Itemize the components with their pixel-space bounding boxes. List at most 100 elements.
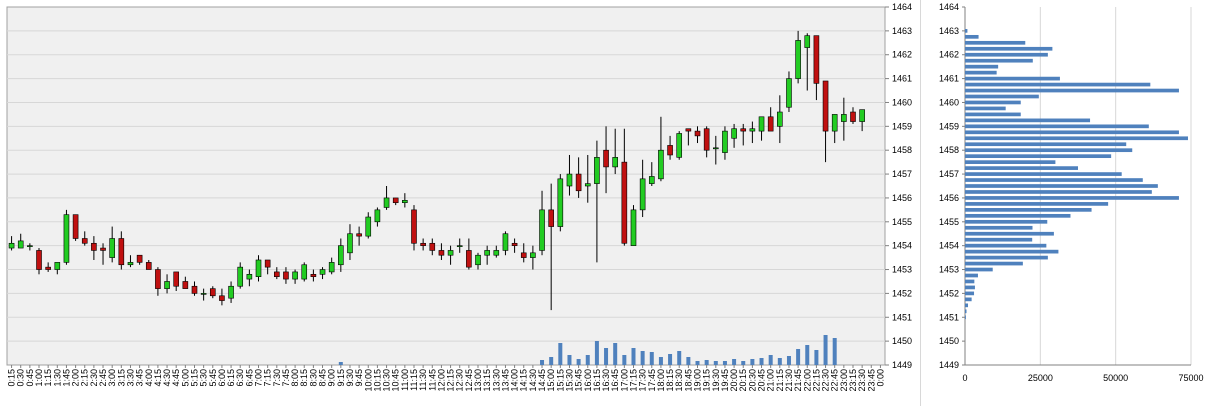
candle-body-up xyxy=(831,114,838,132)
price-tick-label: 1461 xyxy=(892,74,912,84)
volume-tick-label: 75000 xyxy=(1178,373,1203,383)
profile-bar xyxy=(965,184,1158,188)
time-tick-label: 11:45 xyxy=(427,369,437,391)
time-tick-label: 10:00 xyxy=(363,369,373,392)
candle-body-up xyxy=(658,149,664,180)
candle-body-up xyxy=(292,271,298,280)
candle-body-up xyxy=(456,245,463,247)
price-tick-label: 1460 xyxy=(892,97,912,107)
volume-bar xyxy=(613,343,618,365)
time-tick-label: 7:15 xyxy=(263,369,273,387)
candle-body-up xyxy=(557,178,564,227)
candle-body-down xyxy=(767,116,774,132)
volume-bar xyxy=(686,357,691,365)
volume-bar xyxy=(741,361,746,365)
profile-bar xyxy=(965,285,975,290)
time-tick-label: 23:15 xyxy=(848,369,858,392)
candle-body-up xyxy=(502,233,509,251)
profile-bar xyxy=(965,219,1048,224)
time-tick-label: 16:30 xyxy=(601,369,611,392)
volume-bar xyxy=(768,355,773,365)
time-tick-label: 18:00 xyxy=(656,369,666,392)
candle-body-down xyxy=(822,80,829,132)
time-tick-label: 9:45 xyxy=(354,369,364,387)
candle-body-down xyxy=(548,209,554,227)
volume-bar xyxy=(832,338,837,365)
time-tick-label: 22:00 xyxy=(802,369,812,392)
candle-body-up xyxy=(859,109,865,122)
time-tick-label: 14:15 xyxy=(519,369,529,392)
profile-bar xyxy=(965,267,993,272)
profile-bar xyxy=(965,88,1179,93)
time-tick-label: 17:45 xyxy=(647,369,657,392)
candle-body-up xyxy=(63,214,70,263)
candle-body-up xyxy=(246,274,253,280)
time-tick-label: 12:00 xyxy=(436,369,446,392)
time-tick-label: 8:00 xyxy=(290,369,300,387)
candle-body-up xyxy=(237,266,244,287)
candle-body-up xyxy=(612,157,618,168)
volume-bar xyxy=(622,355,627,365)
time-tick-label: 21:15 xyxy=(775,369,785,392)
volume-bar xyxy=(649,352,654,365)
profile-bar xyxy=(965,279,975,284)
profile-price-tick-label: 1462 xyxy=(939,50,959,60)
profile-bar xyxy=(965,202,1109,206)
volume-bar xyxy=(594,341,599,365)
time-tick-label: 5:30 xyxy=(199,369,209,387)
profile-bar xyxy=(965,94,1039,99)
candle-body-down xyxy=(191,285,198,294)
time-tick-label: 23:45 xyxy=(866,369,876,392)
volume-bar xyxy=(713,361,718,365)
time-tick-label: 1:00 xyxy=(34,369,44,387)
candle-body-down xyxy=(45,266,51,270)
volume-bar xyxy=(759,358,764,365)
candle-body-down xyxy=(813,35,820,84)
time-tick-label: 13:30 xyxy=(491,369,501,392)
volume-bar xyxy=(823,335,828,365)
candle-body-up xyxy=(749,128,756,132)
time-tick-label: 14:00 xyxy=(510,369,520,392)
time-tick-label: 4:45 xyxy=(171,369,181,387)
profile-bar xyxy=(965,118,1091,123)
panel-divider xyxy=(920,0,921,406)
profile-price-tick-label: 1457 xyxy=(939,169,959,179)
volume-bar xyxy=(722,361,727,365)
time-tick-label: 16:00 xyxy=(583,369,593,392)
profile-price-tick-label: 1449 xyxy=(939,360,959,370)
time-tick-label: 6:30 xyxy=(235,369,245,387)
profile-price-tick-label: 1459 xyxy=(939,121,959,131)
profile-bar xyxy=(965,136,1188,141)
candle-body-up xyxy=(530,252,536,258)
candle-body-down xyxy=(283,271,289,280)
candle-body-down xyxy=(209,288,216,297)
candle-body-up xyxy=(594,157,600,184)
time-tick-label: 13:45 xyxy=(500,369,510,392)
candle-body-up xyxy=(484,250,490,256)
time-tick-label: 8:30 xyxy=(308,369,318,387)
profile-bar xyxy=(965,40,1026,45)
candle-body-down xyxy=(136,254,143,263)
volume-tick-label: 50000 xyxy=(1103,373,1128,383)
candle-body-down xyxy=(118,238,125,266)
candle-body-down xyxy=(219,295,225,301)
volume-bar xyxy=(732,359,737,365)
candle-body-up xyxy=(374,209,381,223)
candle-body-down xyxy=(264,259,271,268)
time-tick-label: 20:00 xyxy=(729,369,739,392)
volume-profile-chart: 1449 1450 1451 1452 1453 1454 1455 1456 1457 1458… xyxy=(939,2,1204,383)
time-tick-label: 2:30 xyxy=(89,369,99,387)
profile-price-tick-label: 1454 xyxy=(939,241,959,251)
candle-body-down xyxy=(356,233,362,237)
profile-bar xyxy=(965,291,975,296)
profile-bar xyxy=(965,166,1078,170)
candle-body-up xyxy=(54,262,61,270)
volume-bar xyxy=(338,362,343,365)
time-tick-label: 10:15 xyxy=(372,369,382,392)
profile-bar xyxy=(965,225,1033,230)
time-tick-label: 15:00 xyxy=(546,369,556,392)
candle-body-up xyxy=(109,238,115,258)
time-tick-label: 18:45 xyxy=(683,369,693,392)
profile-price-axis: 1449 1450 1451 1452 1453 1454 1455 1456 1457 1458… xyxy=(939,2,965,370)
volume-bar xyxy=(695,361,700,365)
